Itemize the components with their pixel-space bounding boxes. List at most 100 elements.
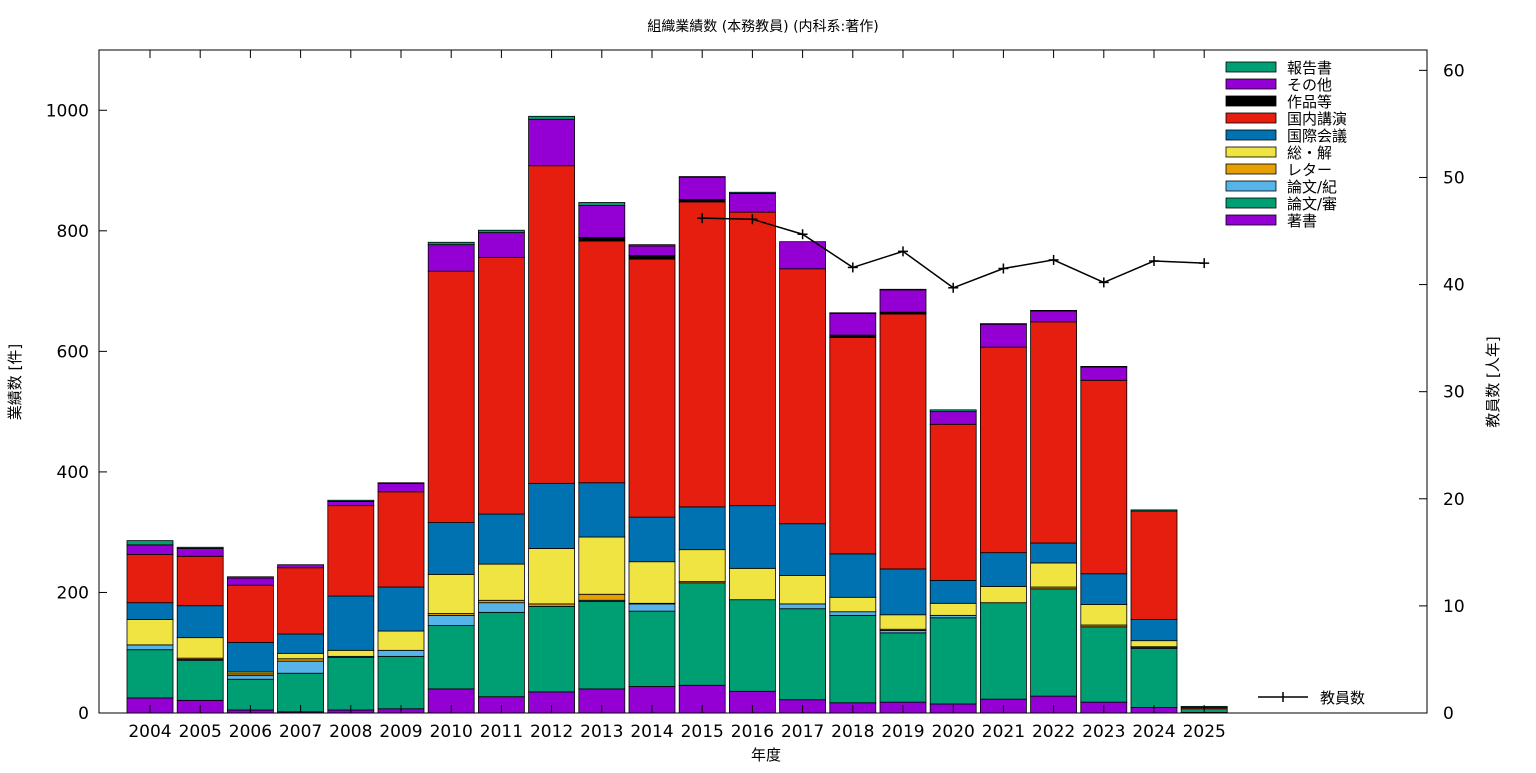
- bar-segment: [579, 202, 625, 205]
- bar-segment: [1031, 311, 1077, 322]
- bar-segment: [729, 600, 775, 692]
- bar-segment: [278, 634, 324, 653]
- bar-segment: [679, 507, 725, 550]
- y-tick-label: 800: [57, 222, 89, 242]
- bar-segment: [780, 576, 826, 604]
- y2-tick-label: 50: [1443, 168, 1465, 188]
- x-tick-label: 2008: [329, 722, 372, 742]
- bar-segment: [529, 166, 575, 484]
- bar-segment: [629, 256, 675, 260]
- bar-segment: [278, 565, 324, 568]
- bar-segment: [679, 177, 725, 178]
- y-tick-label: 600: [57, 342, 89, 362]
- bar-segment: [478, 603, 524, 613]
- x-axis-label: 年度: [751, 746, 781, 764]
- legend-label: 総・解: [1287, 144, 1332, 162]
- bar-segment: [729, 212, 775, 506]
- x-tick-label: 2017: [781, 722, 824, 742]
- bar-segment: [679, 202, 725, 507]
- y2-tick-label: 40: [1443, 276, 1465, 296]
- bar-segment: [579, 537, 625, 594]
- bar-segment: [629, 604, 675, 611]
- bar-segment: [177, 606, 223, 638]
- bar-segment: [478, 612, 524, 696]
- x-tick-label: 2006: [229, 722, 272, 742]
- y2-tick-label: 20: [1443, 490, 1465, 510]
- legend-swatch: [1226, 96, 1276, 106]
- bar-segment: [478, 564, 524, 600]
- bar-segment: [428, 523, 474, 575]
- bar-segment: [428, 245, 474, 272]
- bar-segment: [830, 338, 876, 554]
- bar-segment: [930, 412, 976, 425]
- x-tick-label: 2014: [630, 722, 673, 742]
- bar-segment: [127, 645, 173, 650]
- bar-segment: [1031, 563, 1077, 587]
- bar-segment: [980, 586, 1026, 602]
- bar-segment: [529, 119, 575, 165]
- legend-label: 論文/紀: [1287, 178, 1337, 196]
- x-tick-label: 2011: [480, 722, 523, 742]
- bar-segment: [278, 661, 324, 673]
- bar-segment: [127, 541, 173, 545]
- bar-segment: [880, 569, 926, 615]
- bar-segment: [428, 615, 474, 625]
- bar-segment: [780, 604, 826, 609]
- legend-label: レター: [1287, 161, 1332, 179]
- bar-segment: [529, 116, 575, 119]
- bar-segment: [227, 578, 273, 585]
- bar-segment: [780, 524, 826, 576]
- bar-segment: [729, 568, 775, 599]
- x-tick-label: 2015: [681, 722, 724, 742]
- bar-segment: [980, 324, 1026, 347]
- y-tick-label: 0: [78, 704, 89, 724]
- x-tick-label: 2016: [731, 722, 774, 742]
- y2-tick-label: 30: [1443, 383, 1465, 403]
- bar-segment: [930, 580, 976, 603]
- bar-segment: [930, 603, 976, 615]
- bar-segment: [629, 245, 675, 246]
- bar-segment: [729, 193, 775, 212]
- bar-segment: [177, 547, 223, 548]
- bar-segment: [328, 500, 374, 501]
- bar-segment: [830, 313, 876, 314]
- bar-segment: [328, 506, 374, 596]
- bar-segment: [428, 574, 474, 613]
- bar-segment: [880, 314, 926, 569]
- bar-segment: [378, 631, 424, 650]
- bar-segment: [830, 313, 876, 335]
- x-tick-label: 2025: [1183, 722, 1226, 742]
- x-tick-label: 2007: [279, 722, 322, 742]
- bar-segment: [428, 626, 474, 689]
- x-tick-label: 2009: [379, 722, 422, 742]
- bar-segment: [227, 585, 273, 642]
- bar-segment: [127, 545, 173, 555]
- bar-segment: [679, 177, 725, 199]
- bar-segment: [1081, 605, 1127, 625]
- x-tick-label: 2018: [831, 722, 874, 742]
- bar-segment: [830, 597, 876, 611]
- legend-label: 作品等: [1287, 93, 1332, 111]
- legend-swatch: [1226, 215, 1276, 225]
- bar-segment: [579, 237, 625, 241]
- bar-segment: [579, 594, 625, 600]
- bar-segment: [278, 568, 324, 634]
- bar-segment: [1031, 322, 1077, 543]
- bar-segment: [830, 612, 876, 616]
- x-tick-label: 2021: [982, 722, 1025, 742]
- bar-segment: [1131, 641, 1177, 647]
- bar-segment: [780, 269, 826, 524]
- bar-segment: [1081, 366, 1127, 367]
- bar-segment: [478, 514, 524, 564]
- bar-segment: [780, 609, 826, 700]
- legend-swatch: [1226, 79, 1276, 89]
- bar-segment: [629, 611, 675, 686]
- bar-segment: [1031, 543, 1077, 563]
- bar-segment: [830, 554, 876, 597]
- bar-segment: [378, 587, 424, 631]
- y2-tick-label: 10: [1443, 597, 1465, 617]
- bar-segment: [1131, 510, 1177, 511]
- legend-swatch: [1226, 62, 1276, 72]
- y-tick-label: 400: [57, 463, 89, 483]
